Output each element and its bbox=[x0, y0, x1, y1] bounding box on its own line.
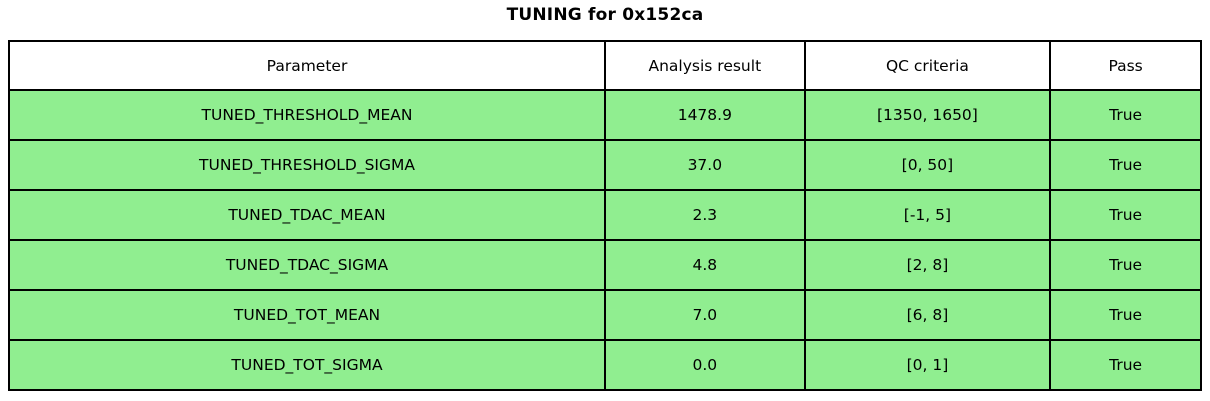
cell-qc-criteria: [-1, 5] bbox=[804, 190, 1051, 240]
cell-qc-criteria: [6, 8] bbox=[804, 290, 1051, 340]
table-row: TUNED_TDAC_SIGMA 4.8 [2, 8] True bbox=[9, 240, 1201, 290]
table-row: TUNED_THRESHOLD_SIGMA 37.0 [0, 50] True bbox=[9, 140, 1201, 190]
cell-pass: True bbox=[1050, 290, 1201, 340]
cell-parameter: TUNED_THRESHOLD_SIGMA bbox=[9, 140, 605, 190]
table-row: TUNED_TDAC_MEAN 2.3 [-1, 5] True bbox=[9, 190, 1201, 240]
cell-qc-criteria: [0, 50] bbox=[804, 140, 1051, 190]
cell-pass: True bbox=[1050, 340, 1201, 390]
cell-parameter: TUNED_TOT_MEAN bbox=[9, 290, 605, 340]
column-header-pass: Pass bbox=[1050, 41, 1201, 90]
cell-analysis-result: 37.0 bbox=[605, 140, 805, 190]
table-row: TUNED_THRESHOLD_MEAN 1478.9 [1350, 1650] Tr… bbox=[9, 90, 1201, 140]
cell-pass: True bbox=[1050, 90, 1201, 140]
cell-parameter: TUNED_TOT_SIGMA bbox=[9, 340, 605, 390]
page-title: TUNING for 0x152ca bbox=[506, 5, 704, 25]
table-row: TUNED_TOT_SIGMA 0.0 [0, 1] True bbox=[9, 340, 1201, 390]
cell-analysis-result: 4.8 bbox=[605, 240, 805, 290]
table-row: TUNED_TOT_MEAN 7.0 [6, 8] True bbox=[9, 290, 1201, 340]
cell-pass: True bbox=[1050, 190, 1201, 240]
cell-qc-criteria: [0, 1] bbox=[804, 340, 1051, 390]
cell-parameter: TUNED_TDAC_SIGMA bbox=[9, 240, 605, 290]
cell-analysis-result: 1478.9 bbox=[605, 90, 805, 140]
cell-parameter: TUNED_THRESHOLD_MEAN bbox=[9, 90, 605, 140]
header-row: Parameter Analysis result QC criteria Pa… bbox=[9, 41, 1201, 90]
cell-pass: True bbox=[1050, 140, 1201, 190]
column-header-analysis-result: Analysis result bbox=[605, 41, 805, 90]
column-header-parameter: Parameter bbox=[9, 41, 605, 90]
qc-results-table: Parameter Analysis result QC criteria Pa… bbox=[8, 40, 1202, 391]
cell-pass: True bbox=[1050, 240, 1201, 290]
cell-analysis-result: 7.0 bbox=[605, 290, 805, 340]
cell-analysis-result: 2.3 bbox=[605, 190, 805, 240]
column-header-qc-criteria: QC criteria bbox=[804, 41, 1051, 90]
cell-qc-criteria: [1350, 1650] bbox=[804, 90, 1051, 140]
table-header: Parameter Analysis result QC criteria Pa… bbox=[9, 41, 1201, 90]
cell-parameter: TUNED_TDAC_MEAN bbox=[9, 190, 605, 240]
cell-qc-criteria: [2, 8] bbox=[804, 240, 1051, 290]
table-body: TUNED_THRESHOLD_MEAN 1478.9 [1350, 1650] Tr… bbox=[9, 90, 1201, 390]
cell-analysis-result: 0.0 bbox=[605, 340, 805, 390]
